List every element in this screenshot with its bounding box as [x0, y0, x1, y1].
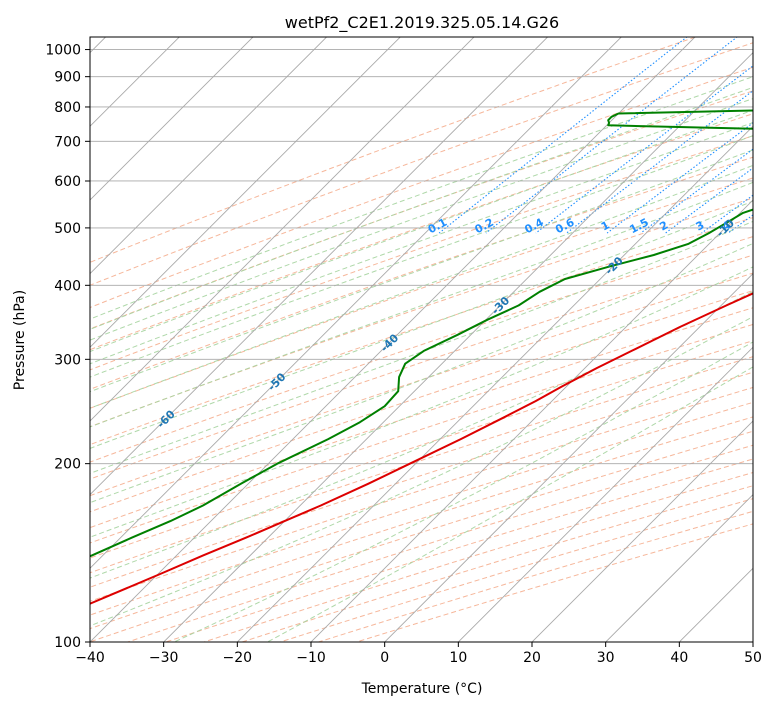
x-tick-label: 0	[380, 650, 389, 666]
isotherm-line	[90, 37, 328, 275]
dry-adiabat-line	[90, 177, 753, 409]
moist-adiabat-line	[90, 266, 753, 538]
x-axis-label: Temperature (°C)	[361, 681, 483, 697]
moist-adiabat-line	[90, 242, 753, 504]
isotherm-line	[90, 37, 696, 642]
y-tick-label: 500	[54, 221, 81, 237]
mixing-ratio-line	[640, 148, 753, 234]
moist-adiabat-line	[267, 366, 753, 642]
y-tick-label: 300	[54, 352, 81, 368]
dry-adiabat-line	[90, 356, 753, 574]
moist-adiabat-line	[90, 290, 753, 579]
y-axis-label: Pressure (hPa)	[12, 290, 28, 390]
dry-adiabat-line	[90, 156, 753, 390]
dry-adiabat-line	[90, 37, 698, 263]
x-tick-label: 20	[523, 650, 541, 666]
isotherm-line	[310, 199, 753, 642]
pressure-grid-lines	[90, 49, 753, 642]
isotherm-line	[236, 125, 753, 642]
moist-adiabat-line	[90, 164, 753, 409]
x-tick-label: −10	[296, 650, 326, 666]
dry-adiabat-line	[90, 236, 753, 463]
isotherm-label: -50	[265, 370, 288, 393]
moist-adiabat-line	[90, 220, 753, 474]
y-tick-label: 900	[54, 70, 81, 86]
mixing-ratio-label: 0.4	[522, 216, 546, 237]
y-tick-label: 400	[54, 278, 81, 294]
dry-adiabat-line	[90, 217, 753, 446]
y-tick-label: 100	[54, 635, 81, 651]
dry-adiabat-line	[90, 323, 753, 544]
dry-adiabat-line	[90, 254, 753, 480]
dry-adiabat-line	[90, 290, 753, 513]
x-tick-label: −20	[223, 650, 253, 666]
moist-adiabat-line	[90, 316, 753, 627]
isoline-labels: 0.10.20.40.611.52346810131620253036-100-…	[154, 216, 772, 431]
x-tick-label: 10	[449, 650, 467, 666]
mixing-ratio-label: 2	[657, 218, 670, 233]
x-tick-label: −40	[75, 650, 105, 666]
mixing-ratio-label: 1.5	[627, 216, 650, 237]
mixing-ratio-line	[727, 214, 753, 234]
chart-title: wetPf2_C2E1.2019.325.05.14.G26	[285, 13, 559, 33]
x-tick-label: 40	[670, 650, 688, 666]
dry-adiabat-line	[165, 458, 753, 642]
dry-adiabat-line	[90, 272, 753, 497]
isotherm-line	[90, 37, 622, 569]
dewpoint-profile-line	[90, 109, 753, 558]
mixing-ratio-label: 0.6	[553, 216, 577, 237]
moist-adiabat-lines	[90, 76, 753, 642]
y-tick-label: 1000	[45, 43, 81, 59]
temperature-profile-line	[90, 292, 753, 605]
dry-adiabat-line	[90, 307, 753, 529]
mixing-ratio-label: 6	[759, 218, 772, 233]
isotherm-line	[457, 346, 753, 642]
y-tick-label: 700	[54, 134, 81, 150]
moist-adiabat-line	[90, 149, 753, 393]
dry-adiabat-line	[203, 471, 753, 642]
isotherm-lines	[90, 37, 753, 642]
isotherm-line	[163, 51, 753, 642]
dry-adiabat-line	[90, 90, 753, 330]
isotherm-label: -30	[489, 294, 512, 317]
isotherm-label: -60	[154, 407, 177, 430]
x-axis: −40 −30 −20 −10 0 10 20 30 40 50	[75, 642, 762, 666]
x-tick-label: 30	[597, 650, 615, 666]
isotherm-line	[90, 37, 475, 422]
isotherm-line	[531, 420, 753, 642]
mixing-ratio-label: 0.2	[473, 216, 496, 237]
isotherm-line	[605, 494, 753, 642]
mixing-ratio-line	[566, 90, 753, 234]
moist-adiabat-line	[90, 181, 753, 428]
dry-adiabat-line	[90, 386, 753, 602]
x-tick-label: −30	[149, 650, 179, 666]
isotherm-line	[384, 273, 753, 642]
dry-adiabat-line	[90, 371, 753, 588]
moist-adiabat-line	[90, 76, 753, 320]
moist-adiabat-line	[90, 109, 753, 353]
y-axis: 100 200 300 400 500 600 700 800 900 1000	[45, 43, 90, 651]
isotherm-line	[90, 37, 549, 496]
moist-adiabat-line	[173, 341, 753, 642]
mixing-ratio-line	[438, 37, 688, 234]
mixing-ratio-line	[767, 35, 775, 234]
x-tick-label: 50	[744, 650, 762, 666]
isotherm-line	[90, 37, 254, 201]
plot-frame	[89, 36, 754, 643]
moist-adiabat-line	[90, 86, 753, 330]
y-tick-label: 800	[54, 100, 81, 116]
dry-adiabat-line	[241, 485, 753, 642]
moist-adiabat-line	[90, 121, 753, 365]
y-tick-label: 600	[54, 174, 81, 190]
y-tick-label: 200	[54, 457, 81, 473]
dry-adiabat-line	[90, 340, 753, 559]
profile-series	[90, 109, 753, 605]
isotherm-label: -20	[603, 254, 626, 277]
isotherm-line	[678, 567, 753, 642]
isotherm-line	[90, 37, 401, 348]
